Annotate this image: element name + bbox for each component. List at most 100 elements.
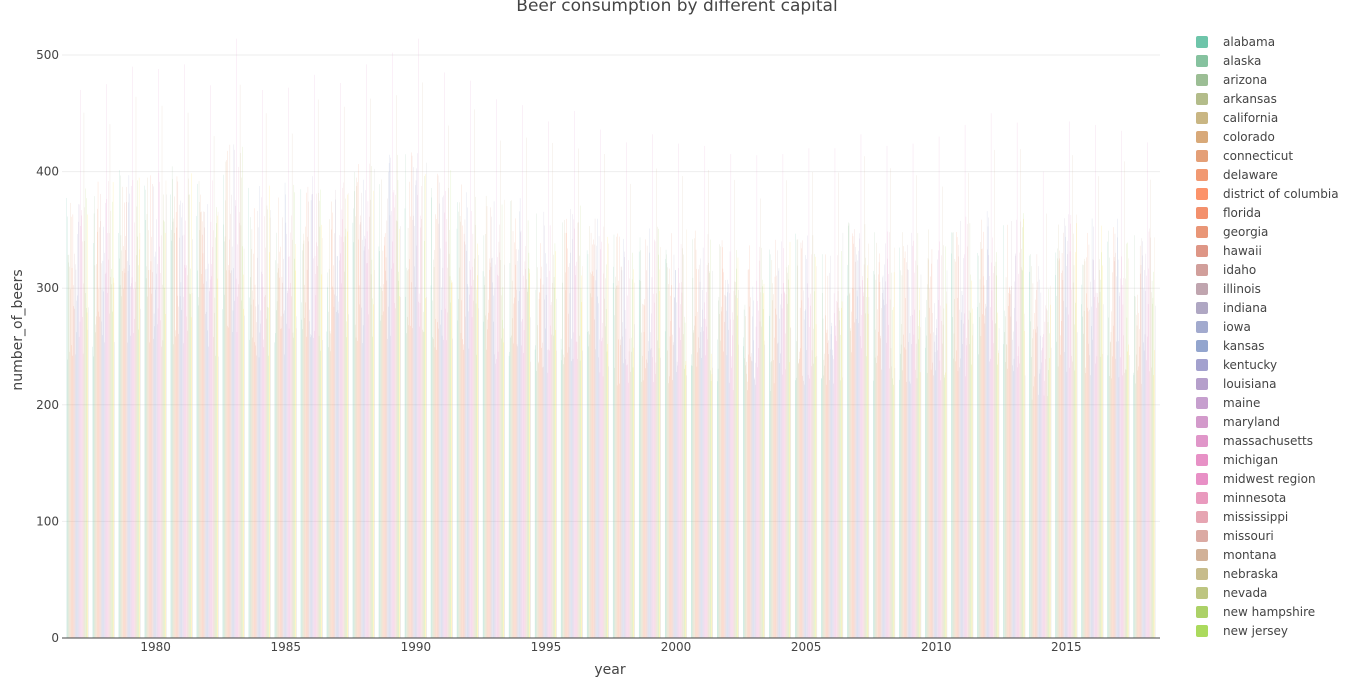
legend-label: florida bbox=[1223, 205, 1262, 220]
legend-label: colorado bbox=[1223, 129, 1275, 144]
legend-swatch bbox=[1196, 339, 1208, 352]
x-tick-label: 2015 bbox=[1051, 640, 1082, 654]
legend-label: hawaii bbox=[1223, 243, 1262, 258]
legend-item-louisiana[interactable]: louisiana bbox=[1196, 374, 1339, 393]
legend-swatch bbox=[1196, 206, 1208, 219]
legend-swatch bbox=[1196, 415, 1208, 428]
x-tick-label: 1985 bbox=[270, 640, 301, 654]
legend-label: delaware bbox=[1223, 167, 1278, 182]
legend-swatch bbox=[1196, 263, 1208, 276]
legend-label: new hampshire bbox=[1223, 604, 1316, 619]
legend-label: arkansas bbox=[1223, 91, 1277, 106]
legend-item-new-hampshire[interactable]: new hampshire bbox=[1196, 602, 1339, 621]
legend-item-florida[interactable]: florida bbox=[1196, 203, 1339, 222]
legend-swatch bbox=[1196, 168, 1208, 181]
legend-swatch bbox=[1196, 358, 1208, 371]
legend-swatch bbox=[1196, 491, 1208, 504]
legend-swatch bbox=[1196, 605, 1208, 618]
y-tick-label: 100 bbox=[36, 514, 59, 528]
y-tick-label: 400 bbox=[36, 165, 59, 179]
legend-item-idaho[interactable]: idaho bbox=[1196, 260, 1339, 279]
legend-item-alaska[interactable]: alaska bbox=[1196, 51, 1339, 70]
legend-item-california[interactable]: california bbox=[1196, 108, 1339, 127]
legend-swatch bbox=[1196, 453, 1208, 466]
legend-item-arizona[interactable]: arizona bbox=[1196, 70, 1339, 89]
legend-item-alabama[interactable]: alabama bbox=[1196, 32, 1339, 51]
y-axis-title: number_of_beers bbox=[10, 269, 26, 390]
legend-item-minnesota[interactable]: minnesota bbox=[1196, 488, 1339, 507]
x-axis-title: year bbox=[594, 662, 625, 678]
legend-item-iowa[interactable]: iowa bbox=[1196, 317, 1339, 336]
legend-item-nevada[interactable]: nevada bbox=[1196, 583, 1339, 602]
axes: 1980 1985 1990 1995 2000 2005 2010 2015 0 100 200 3… bbox=[36, 48, 1160, 654]
legend-label: montana bbox=[1223, 547, 1277, 562]
legend-label: louisiana bbox=[1223, 376, 1277, 391]
legend-item-georgia[interactable]: georgia bbox=[1196, 222, 1339, 241]
legend-item-district-of-columbia[interactable]: district of columbia bbox=[1196, 184, 1339, 203]
legend-item-hawaii[interactable]: hawaii bbox=[1196, 241, 1339, 260]
legend-swatch bbox=[1196, 130, 1208, 143]
y-tick-label: 0 bbox=[51, 631, 59, 645]
legend-swatch bbox=[1196, 73, 1208, 86]
legend-label: maine bbox=[1223, 395, 1261, 410]
legend-swatch bbox=[1196, 111, 1208, 124]
legend-swatch bbox=[1196, 35, 1208, 48]
legend-swatch bbox=[1196, 586, 1208, 599]
legend-swatch bbox=[1196, 149, 1208, 162]
legend-item-indiana[interactable]: indiana bbox=[1196, 298, 1339, 317]
x-tick-label: 2005 bbox=[791, 640, 822, 654]
legend-label: massachusetts bbox=[1223, 433, 1314, 448]
legend-swatch bbox=[1196, 320, 1208, 333]
legend-item-michigan[interactable]: michigan bbox=[1196, 450, 1339, 469]
legend-item-illinois[interactable]: illinois bbox=[1196, 279, 1339, 298]
legend-item-delaware[interactable]: delaware bbox=[1196, 165, 1339, 184]
legend-item-mississippi[interactable]: mississippi bbox=[1196, 507, 1339, 526]
x-tick-label: 2000 bbox=[661, 640, 692, 654]
x-tick-label: 1995 bbox=[531, 640, 562, 654]
y-tick-label: 200 bbox=[36, 398, 59, 412]
legend-item-maine[interactable]: maine bbox=[1196, 393, 1339, 412]
legend-swatch bbox=[1196, 396, 1208, 409]
legend-label: missouri bbox=[1223, 528, 1274, 543]
x-tick-label: 1980 bbox=[140, 640, 171, 654]
legend-item-massachusetts[interactable]: massachusetts bbox=[1196, 431, 1339, 450]
y-tick-label: 300 bbox=[36, 281, 59, 295]
legend-swatch bbox=[1196, 244, 1208, 257]
legend-label: indiana bbox=[1223, 300, 1268, 315]
legend-item-missouri[interactable]: missouri bbox=[1196, 526, 1339, 545]
legend-label: michigan bbox=[1223, 452, 1279, 467]
legend: alabama alaska arizona arkansas california co… bbox=[1196, 32, 1339, 640]
legend-label: minnesota bbox=[1223, 490, 1287, 505]
legend-swatch bbox=[1196, 510, 1208, 523]
legend-label: alabama bbox=[1223, 34, 1276, 49]
legend-item-maryland[interactable]: maryland bbox=[1196, 412, 1339, 431]
legend-label: arizona bbox=[1223, 72, 1268, 87]
legend-swatch bbox=[1196, 92, 1208, 105]
legend-swatch bbox=[1196, 54, 1208, 67]
legend-item-montana[interactable]: montana bbox=[1196, 545, 1339, 564]
legend-item-arkansas[interactable]: arkansas bbox=[1196, 89, 1339, 108]
legend-swatch bbox=[1196, 301, 1208, 314]
y-tick-label: 500 bbox=[36, 48, 59, 62]
legend-swatch bbox=[1196, 377, 1208, 390]
legend-item-kansas[interactable]: kansas bbox=[1196, 336, 1339, 355]
legend-label: new jersey bbox=[1223, 623, 1289, 638]
legend-swatch bbox=[1196, 472, 1208, 485]
legend-swatch bbox=[1196, 529, 1208, 542]
legend-swatch bbox=[1196, 434, 1208, 447]
legend-label: alaska bbox=[1223, 53, 1262, 68]
legend-swatch bbox=[1196, 282, 1208, 295]
legend-label: iowa bbox=[1223, 319, 1251, 334]
legend-label: nevada bbox=[1223, 585, 1268, 600]
legend-item-new-jersey[interactable]: new jersey bbox=[1196, 621, 1339, 640]
legend-item-kentucky[interactable]: kentucky bbox=[1196, 355, 1339, 374]
legend-swatch bbox=[1196, 548, 1208, 561]
legend-item-nebraska[interactable]: nebraska bbox=[1196, 564, 1339, 583]
legend-item-midwest-region[interactable]: midwest region bbox=[1196, 469, 1339, 488]
legend-label: georgia bbox=[1223, 224, 1269, 239]
legend-swatch bbox=[1196, 225, 1208, 238]
legend-item-connecticut[interactable]: connecticut bbox=[1196, 146, 1339, 165]
legend-item-colorado[interactable]: colorado bbox=[1196, 127, 1339, 146]
legend-label: nebraska bbox=[1223, 566, 1279, 581]
